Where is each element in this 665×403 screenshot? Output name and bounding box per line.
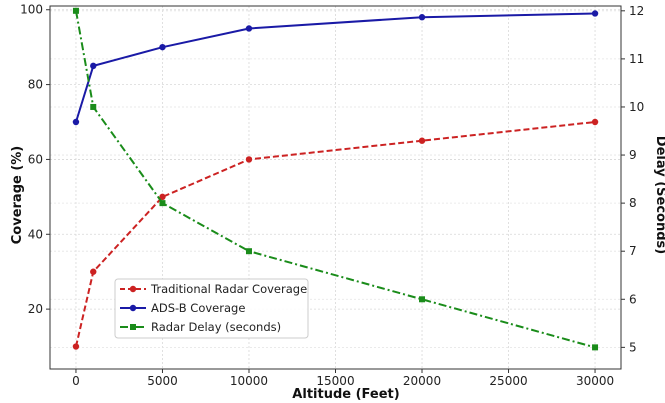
y-left-tick-label: 20: [28, 302, 43, 316]
legend-label-adsb-coverage: ADS-B Coverage: [151, 301, 245, 315]
data-point-radar-delay: [245, 248, 252, 255]
legend-marker-radar-coverage: [129, 285, 137, 293]
data-point-radar-coverage: [72, 343, 80, 350]
data-point-radar-delay: [592, 344, 599, 351]
y-right-tick-label: 10: [629, 100, 644, 114]
x-tick-label: 15000: [316, 374, 354, 388]
data-point-adsb-coverage: [245, 25, 253, 32]
x-tick-label: 10000: [230, 374, 268, 388]
y-right-tick-label: 5: [629, 340, 637, 354]
y-left-tick-label: 100: [20, 3, 43, 17]
data-point-adsb-coverage: [418, 14, 426, 21]
x-tick-label: 25000: [489, 374, 527, 388]
legend-item-radar-delay: Radar Delay (seconds): [120, 320, 281, 334]
data-point-radar-coverage: [90, 268, 97, 275]
series-line-radar-delay: [75, 10, 596, 349]
data-point-radar-delay: [90, 103, 97, 110]
legend: Traditional Radar Coverage ADS-B Coverag…: [114, 278, 309, 339]
y-right-tick-label: 9: [629, 148, 637, 162]
legend-box: [114, 278, 309, 339]
data-point-radar-coverage: [245, 156, 253, 163]
data-point-radar-delay: [419, 296, 426, 303]
grid: [50, 6, 621, 369]
y-right-tick-label: 8: [629, 196, 637, 210]
data-point-adsb-coverage: [90, 62, 97, 70]
y-left-tick-label: 60: [28, 152, 43, 166]
legend-marker-adsb-coverage: [129, 304, 137, 312]
y-axis-right-title: Delay (Seconds): [653, 136, 665, 254]
legend-marker-radar-delay: [130, 324, 136, 330]
series-lines: [72, 7, 599, 351]
legend-label-radar-delay: Radar Delay (seconds): [151, 320, 281, 334]
series-line-radar-coverage: [75, 121, 596, 347]
y-right-tick-label: 12: [629, 4, 644, 18]
legend-item-adsb-coverage: ADS-B Coverage: [120, 301, 245, 315]
x-tick-label: 30000: [576, 374, 614, 388]
x-tick-label: 20000: [403, 374, 441, 388]
series-line-adsb-coverage: [75, 12, 596, 123]
data-point-radar-delay: [72, 7, 79, 14]
x-tick-label: 0: [72, 374, 80, 388]
y-right-tick-label: 11: [629, 52, 644, 66]
y-axis-left-title: Coverage (%): [10, 146, 25, 245]
axes: 0 5000 10000 15000 20000 25000 30000 20 40 60 80 10…: [20, 3, 644, 388]
y-left-tick-label: 40: [28, 227, 43, 241]
legend-label-radar-coverage: Traditional Radar Coverage: [150, 282, 307, 296]
legend-item-radar-coverage: Traditional Radar Coverage: [120, 282, 307, 296]
data-point-adsb-coverage: [72, 118, 80, 126]
data-point-adsb-coverage: [159, 43, 166, 51]
y-left-tick-label: 80: [28, 78, 43, 92]
x-tick-label: 5000: [147, 374, 178, 388]
y-right-tick-label: 7: [629, 244, 637, 258]
data-point-adsb-coverage: [591, 10, 599, 17]
x-axis-title: Altitude (Feet): [292, 387, 399, 402]
data-point-radar-delay: [159, 200, 166, 207]
data-point-radar-coverage: [159, 193, 166, 201]
data-point-radar-coverage: [418, 137, 426, 144]
data-point-radar-coverage: [591, 118, 599, 126]
y-right-tick-label: 6: [629, 292, 637, 306]
